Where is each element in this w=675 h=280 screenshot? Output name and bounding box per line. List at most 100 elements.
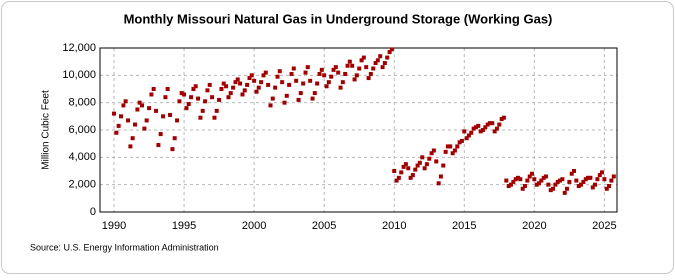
point bbox=[557, 178, 562, 183]
point bbox=[289, 71, 294, 76]
point bbox=[329, 74, 334, 79]
point bbox=[441, 163, 446, 168]
point bbox=[228, 91, 233, 96]
point bbox=[233, 80, 238, 85]
point bbox=[455, 144, 460, 149]
point bbox=[525, 178, 530, 183]
point bbox=[438, 174, 443, 179]
point bbox=[387, 50, 392, 55]
point bbox=[142, 126, 147, 131]
point bbox=[312, 91, 317, 96]
point bbox=[597, 173, 602, 178]
point bbox=[604, 186, 609, 191]
point bbox=[487, 121, 492, 126]
point bbox=[259, 80, 264, 85]
point bbox=[338, 85, 343, 90]
point bbox=[240, 92, 245, 97]
y-axis-label: Million Cubic Feet bbox=[41, 90, 52, 170]
point bbox=[147, 106, 152, 111]
point bbox=[466, 133, 471, 138]
point bbox=[151, 87, 156, 91]
source: Source: U.S. Energy Information Administ… bbox=[30, 242, 219, 252]
point bbox=[469, 130, 474, 135]
point bbox=[340, 80, 345, 85]
point bbox=[600, 170, 605, 175]
point bbox=[434, 159, 439, 164]
y-tick-label: 12,000 bbox=[62, 42, 96, 54]
point bbox=[578, 182, 583, 187]
point bbox=[511, 179, 516, 184]
point bbox=[126, 118, 131, 123]
point bbox=[331, 67, 336, 72]
point bbox=[569, 171, 574, 176]
point bbox=[144, 118, 149, 123]
point bbox=[480, 128, 485, 132]
point bbox=[567, 179, 572, 184]
point bbox=[324, 84, 329, 89]
frame bbox=[1, 1, 674, 274]
point bbox=[343, 71, 348, 76]
point bbox=[296, 97, 301, 102]
point bbox=[380, 65, 385, 70]
point bbox=[347, 59, 352, 64]
point bbox=[191, 87, 196, 91]
point bbox=[196, 96, 201, 101]
point bbox=[462, 129, 467, 134]
point bbox=[345, 63, 350, 68]
y-tick-label: 10,000 bbox=[62, 69, 96, 81]
point bbox=[564, 186, 569, 191]
point bbox=[203, 99, 208, 104]
y-tick-label: 8,000 bbox=[68, 97, 96, 109]
point bbox=[280, 80, 285, 85]
point bbox=[515, 175, 520, 180]
point bbox=[501, 115, 506, 120]
point bbox=[429, 151, 434, 156]
point bbox=[135, 107, 140, 112]
point bbox=[555, 179, 560, 184]
point bbox=[408, 175, 413, 180]
point bbox=[182, 92, 187, 97]
point bbox=[373, 61, 378, 66]
point bbox=[303, 70, 308, 75]
point bbox=[417, 160, 422, 165]
point bbox=[200, 108, 205, 113]
point bbox=[382, 61, 387, 66]
point bbox=[205, 88, 210, 93]
point bbox=[464, 136, 469, 141]
point bbox=[245, 82, 250, 87]
point bbox=[175, 118, 180, 123]
point bbox=[210, 95, 215, 100]
y-tick-label: 4,000 bbox=[68, 151, 96, 163]
point bbox=[378, 54, 383, 59]
point bbox=[261, 73, 266, 78]
point bbox=[273, 85, 278, 90]
point bbox=[504, 178, 509, 183]
point bbox=[163, 95, 168, 100]
x-tick-label: 1995 bbox=[172, 220, 196, 232]
point bbox=[471, 126, 476, 131]
point bbox=[445, 144, 450, 149]
point bbox=[424, 162, 429, 167]
point bbox=[410, 173, 415, 178]
point bbox=[158, 132, 163, 137]
point bbox=[189, 95, 194, 100]
point bbox=[361, 55, 366, 60]
point bbox=[508, 182, 513, 187]
point bbox=[226, 95, 231, 100]
point bbox=[186, 102, 191, 107]
point bbox=[247, 76, 252, 81]
point bbox=[168, 112, 173, 117]
point bbox=[518, 177, 523, 182]
point bbox=[392, 169, 397, 173]
point bbox=[219, 87, 224, 91]
point bbox=[406, 166, 411, 171]
point bbox=[371, 66, 376, 71]
point bbox=[494, 126, 499, 131]
point bbox=[403, 162, 408, 167]
point bbox=[179, 91, 184, 96]
point bbox=[499, 117, 504, 122]
point bbox=[242, 88, 247, 93]
point bbox=[140, 103, 145, 108]
point bbox=[231, 85, 236, 90]
